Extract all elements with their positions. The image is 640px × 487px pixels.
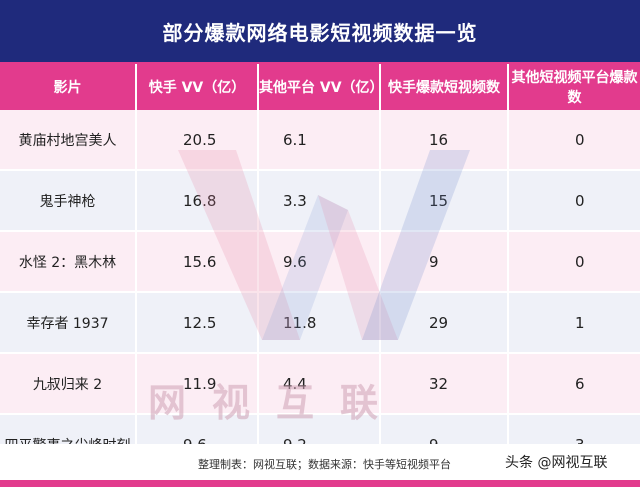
footer-area: [0, 444, 640, 487]
film-cell: 幸存者 1937: [0, 292, 137, 354]
table-row: 水怪 2：黑木林 15.6 9.6 9 0: [0, 231, 640, 293]
table-row: 鬼手神枪 16.8 3.3 15 0: [0, 170, 640, 232]
film-cell: 九叔归来 2: [0, 353, 137, 415]
table-row: 黄庙村地宫美人 20.5 6.1 16 0: [0, 110, 640, 171]
film-cell: 鬼手神枪: [0, 170, 137, 232]
film-cell: 黄庙村地宫美人: [0, 110, 137, 171]
other-vv-cell: 6.1: [258, 110, 381, 171]
bottom-accent-bar: [0, 480, 640, 487]
data-table: 影片 快手 VV（亿） 其他平台 VV（亿） 快手爆款短视频数 其他短视频平台爆…: [0, 64, 640, 476]
source-tag: 头条 @网视互联: [505, 455, 608, 471]
watermark-text: 网视互联: [148, 381, 405, 425]
header-row: 影片 快手 VV（亿） 其他平台 VV（亿） 快手爆款短视频数 其他短视频平台爆…: [0, 64, 640, 110]
other-hits-cell: 0: [508, 231, 640, 293]
header-kuaishou-hits: 快手爆款短视频数: [380, 64, 509, 110]
kuaishou-vv-cell: 20.5: [136, 110, 259, 171]
kuaishou-hits-cell: 32: [380, 353, 509, 415]
header-film: 影片: [0, 64, 137, 110]
table-row: 幸存者 1937 12.5 11.8 29 1: [0, 292, 640, 354]
header-kuaishou-vv: 快手 VV（亿）: [136, 64, 259, 110]
other-vv-cell: 4.4: [258, 353, 381, 415]
kuaishou-vv-cell: 16.8: [136, 170, 259, 232]
table-row: 九叔归来 2 11.9 4.4 32 6: [0, 353, 640, 415]
kuaishou-hits-cell: 15: [380, 170, 509, 232]
film-cell: 水怪 2：黑木林: [0, 231, 137, 293]
kuaishou-hits-cell: 16: [380, 110, 509, 171]
kuaishou-vv-cell: 11.9: [136, 353, 259, 415]
other-hits-cell: 1: [508, 292, 640, 354]
footer-note: 整理制表：网视互联；数据来源：快手等短视频平台: [198, 458, 451, 471]
table-title: 部分爆款网络电影短视频数据一览: [0, 0, 640, 62]
other-hits-cell: 0: [508, 170, 640, 232]
header-other-vv: 其他平台 VV（亿）: [258, 64, 384, 110]
other-hits-cell: 6: [508, 353, 640, 415]
kuaishou-vv-cell: 15.6: [136, 231, 259, 293]
title-divider: [0, 62, 640, 64]
kuaishou-hits-cell: 29: [380, 292, 509, 354]
other-hits-cell: 0: [508, 110, 640, 171]
other-vv-cell: 11.8: [258, 292, 381, 354]
kuaishou-hits-cell: 9: [380, 231, 509, 293]
kuaishou-vv-cell: 12.5: [136, 292, 259, 354]
other-vv-cell: 3.3: [258, 170, 381, 232]
other-vv-cell: 9.6: [258, 231, 381, 293]
header-other-hits: 其他短视频平台爆款数: [508, 64, 640, 110]
